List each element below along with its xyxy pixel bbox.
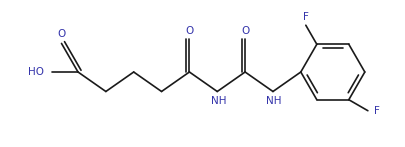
- Text: HO: HO: [28, 67, 44, 77]
- Text: O: O: [241, 26, 249, 36]
- Text: O: O: [185, 26, 194, 36]
- Text: NH: NH: [266, 96, 282, 106]
- Text: NH: NH: [211, 96, 226, 106]
- Text: F: F: [303, 12, 309, 22]
- Text: O: O: [58, 29, 66, 39]
- Text: F: F: [374, 106, 380, 116]
